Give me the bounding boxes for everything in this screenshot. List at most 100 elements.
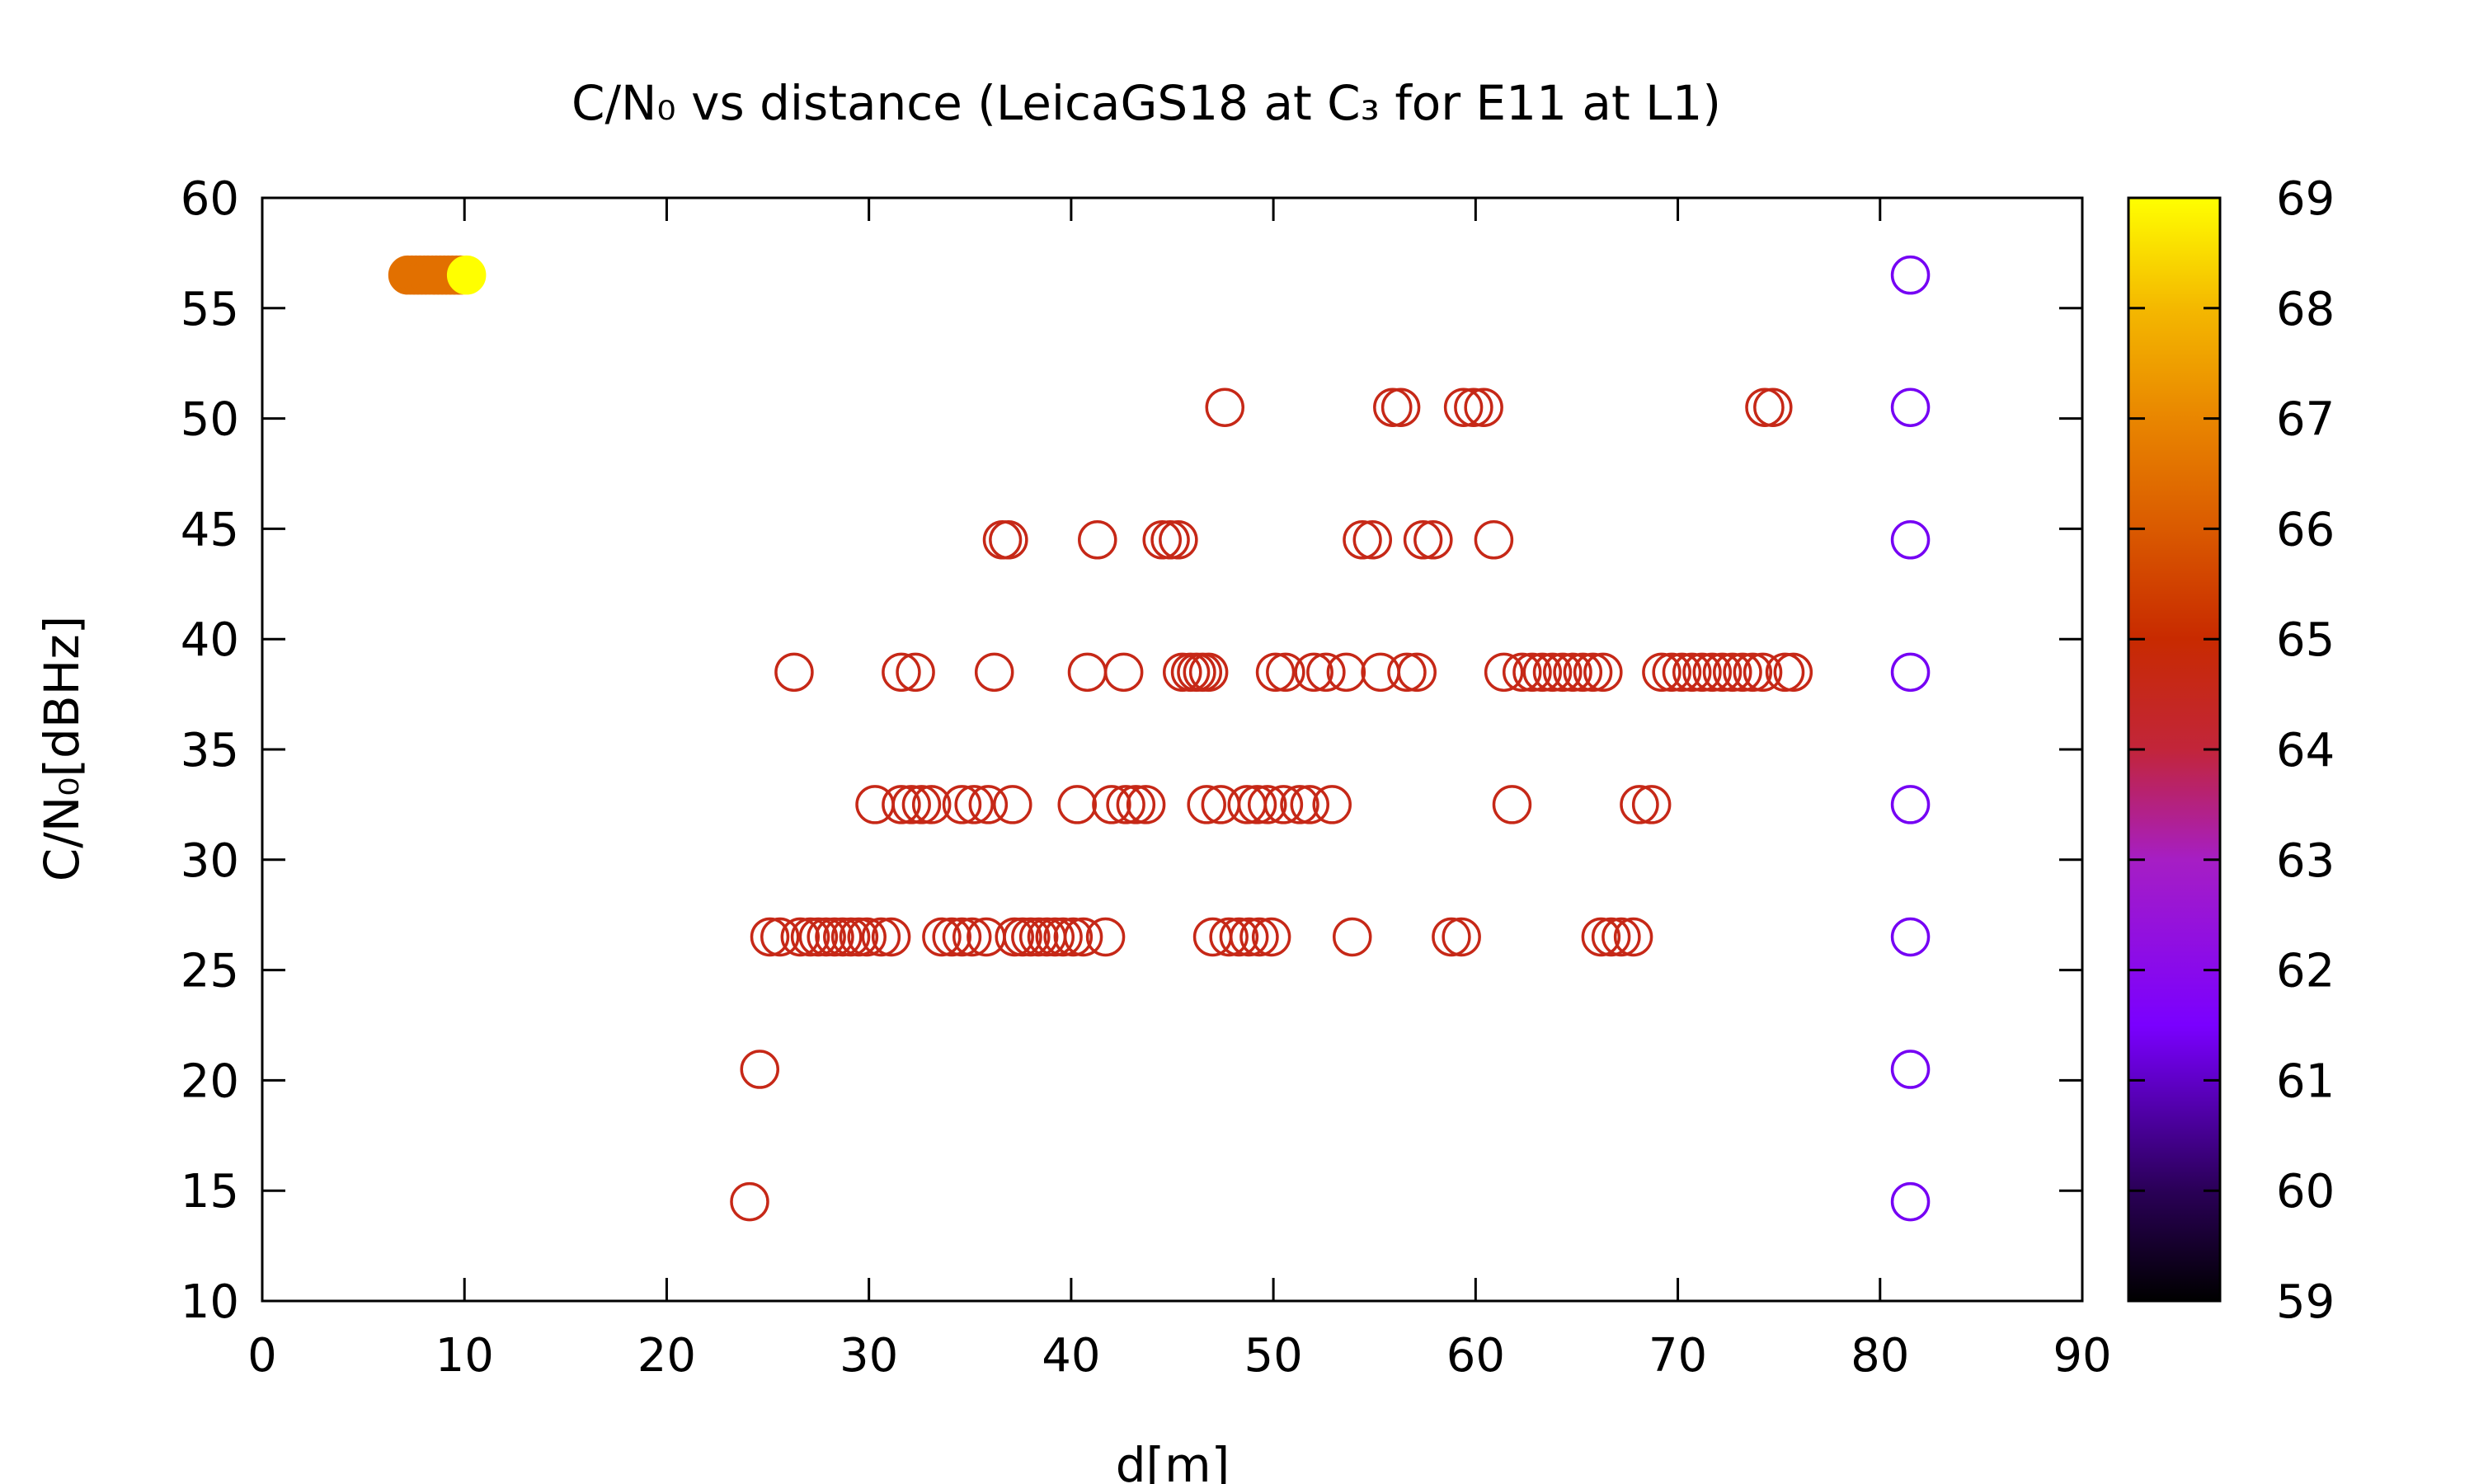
chart-title: C/N₀ vs distance (LeicaGS18 at C₃ for E1… [571, 75, 1721, 131]
data-point [760, 917, 800, 957]
data-point [995, 917, 1034, 957]
data-point [1187, 785, 1226, 824]
data-point [974, 652, 1014, 693]
x-axis-label: d[m] [1116, 1437, 1230, 1484]
data-point [823, 917, 863, 957]
colorbar-ticks: 59 60 61 62 63 64 65 66 67 68 69 [2128, 172, 2335, 1329]
data-point [1773, 652, 1813, 693]
data-point [740, 1050, 779, 1089]
data-point [942, 785, 982, 824]
data-point [1492, 785, 1532, 824]
data-point [1522, 652, 1563, 693]
data-point [1573, 652, 1613, 693]
data-point [882, 785, 921, 824]
data-point [1413, 520, 1453, 560]
colorbar-tick-label: 60 [2276, 1165, 2335, 1219]
data-point [861, 917, 901, 957]
data-point [1312, 785, 1352, 824]
data-point [1219, 917, 1259, 957]
data-point [446, 255, 487, 295]
y-axis-label: C/N₀[dBHz] [34, 616, 90, 882]
data-point [882, 652, 921, 693]
plot-area: 0 10 20 30 40 50 60 70 80 90 10152025303540455055… [181, 172, 2112, 1383]
data-point [1890, 387, 1931, 427]
data-point [1018, 917, 1059, 957]
data-point [1227, 785, 1267, 824]
data-point [1205, 387, 1245, 427]
data-point [1620, 785, 1659, 824]
x-tick-label: 70 [1649, 1329, 1707, 1383]
data-point [1011, 917, 1051, 957]
data-point [1003, 917, 1042, 957]
data-point [1890, 785, 1931, 824]
data-point [1380, 387, 1421, 427]
colorbar-tick-label: 59 [2276, 1275, 2335, 1329]
data-point [1713, 652, 1752, 693]
data-point [1583, 652, 1623, 693]
data-point [1387, 652, 1427, 693]
data-point [730, 1181, 769, 1222]
data-point [1662, 652, 1702, 693]
data-point [830, 917, 871, 957]
data-point [1890, 652, 1931, 693]
y-tick-label: 45 [181, 503, 239, 556]
data-point [1053, 917, 1094, 957]
data-point [1142, 520, 1182, 560]
data-point [1543, 652, 1583, 693]
colorbar-tick-label: 62 [2276, 945, 2335, 998]
colorbar-tick-label: 65 [2276, 613, 2335, 667]
y-tick-label: 10 [181, 1275, 239, 1329]
x-axis: 0 10 20 30 40 50 60 70 80 90 [247, 198, 2112, 1383]
data-point [1063, 917, 1103, 957]
data-point [1631, 785, 1672, 824]
data-point [1602, 917, 1641, 957]
data-point [954, 785, 994, 824]
data-point [1765, 652, 1805, 693]
data-point [1890, 917, 1931, 957]
data-point [1116, 785, 1156, 824]
data-point [1057, 785, 1097, 824]
y-axis: 10 15 20 25 30 35 40 45 50 55 60 [181, 172, 2082, 1329]
data-point [1248, 785, 1287, 824]
data-point [1403, 520, 1443, 560]
y-tick-label: 15 [181, 1165, 239, 1219]
data-point [1753, 387, 1793, 427]
data-point [1332, 917, 1372, 957]
data-point [839, 917, 879, 957]
data-point [1397, 652, 1437, 693]
data-point [750, 917, 790, 957]
data-point [1890, 1181, 1931, 1222]
data-point [968, 785, 1009, 824]
data-point [1209, 917, 1249, 957]
colorbar-tick-label: 63 [2276, 834, 2335, 888]
data-point [1163, 652, 1202, 693]
colorbar-tick-label: 69 [2276, 172, 2335, 226]
data-point [1443, 387, 1484, 427]
data-point [942, 917, 982, 957]
data-point [1723, 652, 1762, 693]
data-point [896, 652, 935, 693]
data-point [1464, 387, 1503, 427]
colorbar-tick-label: 67 [2276, 393, 2335, 447]
colorbar-tick-label: 68 [2276, 283, 2335, 336]
data-point [1343, 520, 1382, 560]
data-point [780, 917, 821, 957]
data-point [1890, 255, 1931, 295]
data-point [1067, 652, 1108, 693]
x-tick-label: 0 [247, 1329, 277, 1383]
x-tick-label: 20 [637, 1329, 696, 1383]
y-tick-label: 55 [181, 283, 239, 336]
data-point [774, 652, 814, 693]
data-point [1733, 652, 1773, 693]
data-point [1103, 652, 1144, 693]
data-point [1106, 785, 1145, 824]
data-point [911, 785, 952, 824]
data-point [1280, 785, 1319, 824]
y-tick-label: 35 [181, 724, 239, 777]
x-tick-label: 80 [1851, 1329, 1909, 1383]
data-point [1326, 652, 1366, 693]
data-point [1352, 520, 1393, 560]
data-point [1484, 652, 1524, 693]
data-point [1642, 652, 1681, 693]
